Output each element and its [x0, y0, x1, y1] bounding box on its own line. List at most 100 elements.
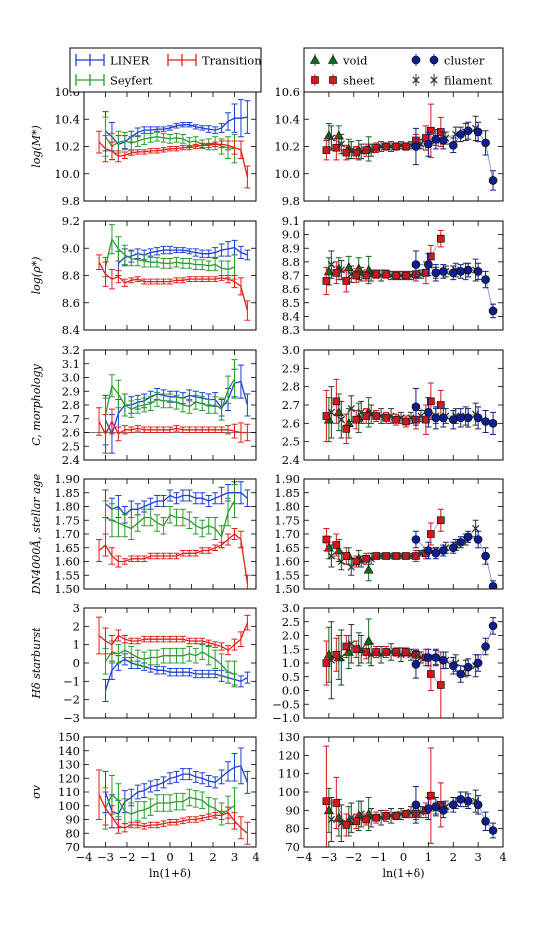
point [327, 134, 336, 142]
y-tick-label: 10.6 [274, 85, 300, 99]
point [448, 268, 458, 278]
y-tick-label: 0 [73, 656, 80, 670]
y-tick-label: −1 [63, 674, 80, 688]
point [456, 537, 466, 547]
point [357, 270, 365, 278]
point [352, 415, 361, 424]
legend-marker [429, 55, 439, 65]
y-tick-label: 130 [58, 758, 80, 772]
y-tick-label: 0.5 [282, 670, 300, 684]
series-group [322, 103, 498, 191]
point [407, 552, 415, 560]
y-tick-label: 1.85 [274, 486, 300, 500]
point [431, 548, 441, 558]
point [377, 142, 385, 151]
series-LINER [115, 239, 251, 276]
point [407, 414, 415, 422]
point [448, 661, 458, 671]
y-tick-label: 1.90 [274, 472, 300, 486]
point [424, 804, 433, 813]
point [342, 552, 351, 560]
y-tick-label: 2.8 [62, 398, 80, 412]
x-tick-label: −4 [296, 850, 313, 864]
panel-right-2: 8.38.48.58.68.78.88.99.09.1 [282, 214, 504, 337]
y-tick-label: 1.80 [54, 500, 80, 514]
point [473, 267, 483, 276]
y-tick-label: 8.7 [282, 269, 300, 283]
series-line [104, 765, 249, 815]
legend-line [167, 54, 197, 66]
y-tick-label: 110 [278, 767, 300, 781]
x-tick-label: −1 [370, 850, 387, 864]
series-cluster [411, 786, 498, 839]
point [424, 260, 433, 269]
point [411, 402, 421, 412]
point [367, 146, 375, 154]
panel-left-2: 8.4 8.6 8.8 9.0 9.2 log(ρ*) [30, 214, 257, 337]
panel-left-3: 2.42.52.62.72.82.93.03.13.2 C, morphology [30, 343, 257, 467]
series-line [105, 116, 248, 146]
error-bar [244, 614, 251, 631]
y-tick-label: 1.65 [54, 541, 80, 555]
point [463, 796, 473, 806]
point [431, 134, 441, 144]
point [377, 651, 385, 659]
point [337, 266, 345, 274]
point [387, 271, 395, 280]
point [357, 810, 365, 818]
point [448, 140, 458, 150]
point [342, 148, 351, 157]
y-tick-label: 8.3 [282, 323, 300, 337]
point [438, 413, 448, 423]
point [437, 401, 445, 409]
series-group [96, 99, 251, 189]
point [407, 651, 415, 659]
series-Transition [96, 130, 251, 189]
y-tick-label: 1.55 [54, 568, 80, 582]
y-tick-label: 1.50 [274, 582, 300, 596]
y-tick-label: 10.0 [274, 167, 300, 181]
series-cluster [411, 250, 498, 319]
panel-right-6: 70 80 90 100 110 120 130 −4 −3 −2 −1 0 1 2 3 4 ln(1+δ) [278, 730, 507, 880]
y-tick-label: 10.2 [54, 140, 80, 154]
y-tick-label: 3.1 [62, 357, 80, 371]
y-tick-label: 3.0 [282, 343, 300, 357]
legend-handle-Transition [167, 54, 197, 66]
series-Transition [96, 769, 251, 845]
legend-handle-LINER [75, 54, 105, 66]
y-axis-label: C, morphology [30, 363, 43, 445]
point [481, 138, 490, 148]
series-line [104, 793, 235, 815]
series-filament [327, 789, 480, 842]
point [427, 530, 435, 538]
panel-right-3: 2.4 2.5 2.6 2.7 2.8 2.9 3.0 [282, 343, 504, 467]
x-axis-label: ln(1+δ) [382, 867, 424, 880]
point [362, 554, 370, 563]
error-bar [96, 407, 103, 436]
series-Seyfert [102, 640, 238, 688]
point [438, 267, 448, 276]
point [463, 126, 473, 136]
y-tick-label: 2.5 [282, 615, 300, 629]
point [327, 552, 336, 560]
y-axis-label: σv [30, 784, 43, 799]
point [411, 660, 421, 669]
legend-marker [430, 76, 438, 84]
point [488, 306, 498, 316]
x-tick-label: −3 [320, 850, 337, 864]
y-tick-label: 1.80 [274, 500, 300, 514]
series-Seyfert [102, 359, 238, 432]
point [337, 557, 345, 566]
point [397, 271, 405, 280]
point [347, 146, 355, 154]
y-tick-label: 2.7 [62, 412, 80, 426]
point [417, 549, 425, 557]
point [411, 800, 421, 810]
y-tick-label: 140 [58, 744, 80, 758]
y-tick-label: 1.90 [54, 472, 80, 486]
y-tick-label: 10.4 [54, 112, 80, 126]
y-tick-label: 9.0 [282, 228, 300, 242]
series-group [96, 481, 251, 589]
point [337, 140, 345, 148]
